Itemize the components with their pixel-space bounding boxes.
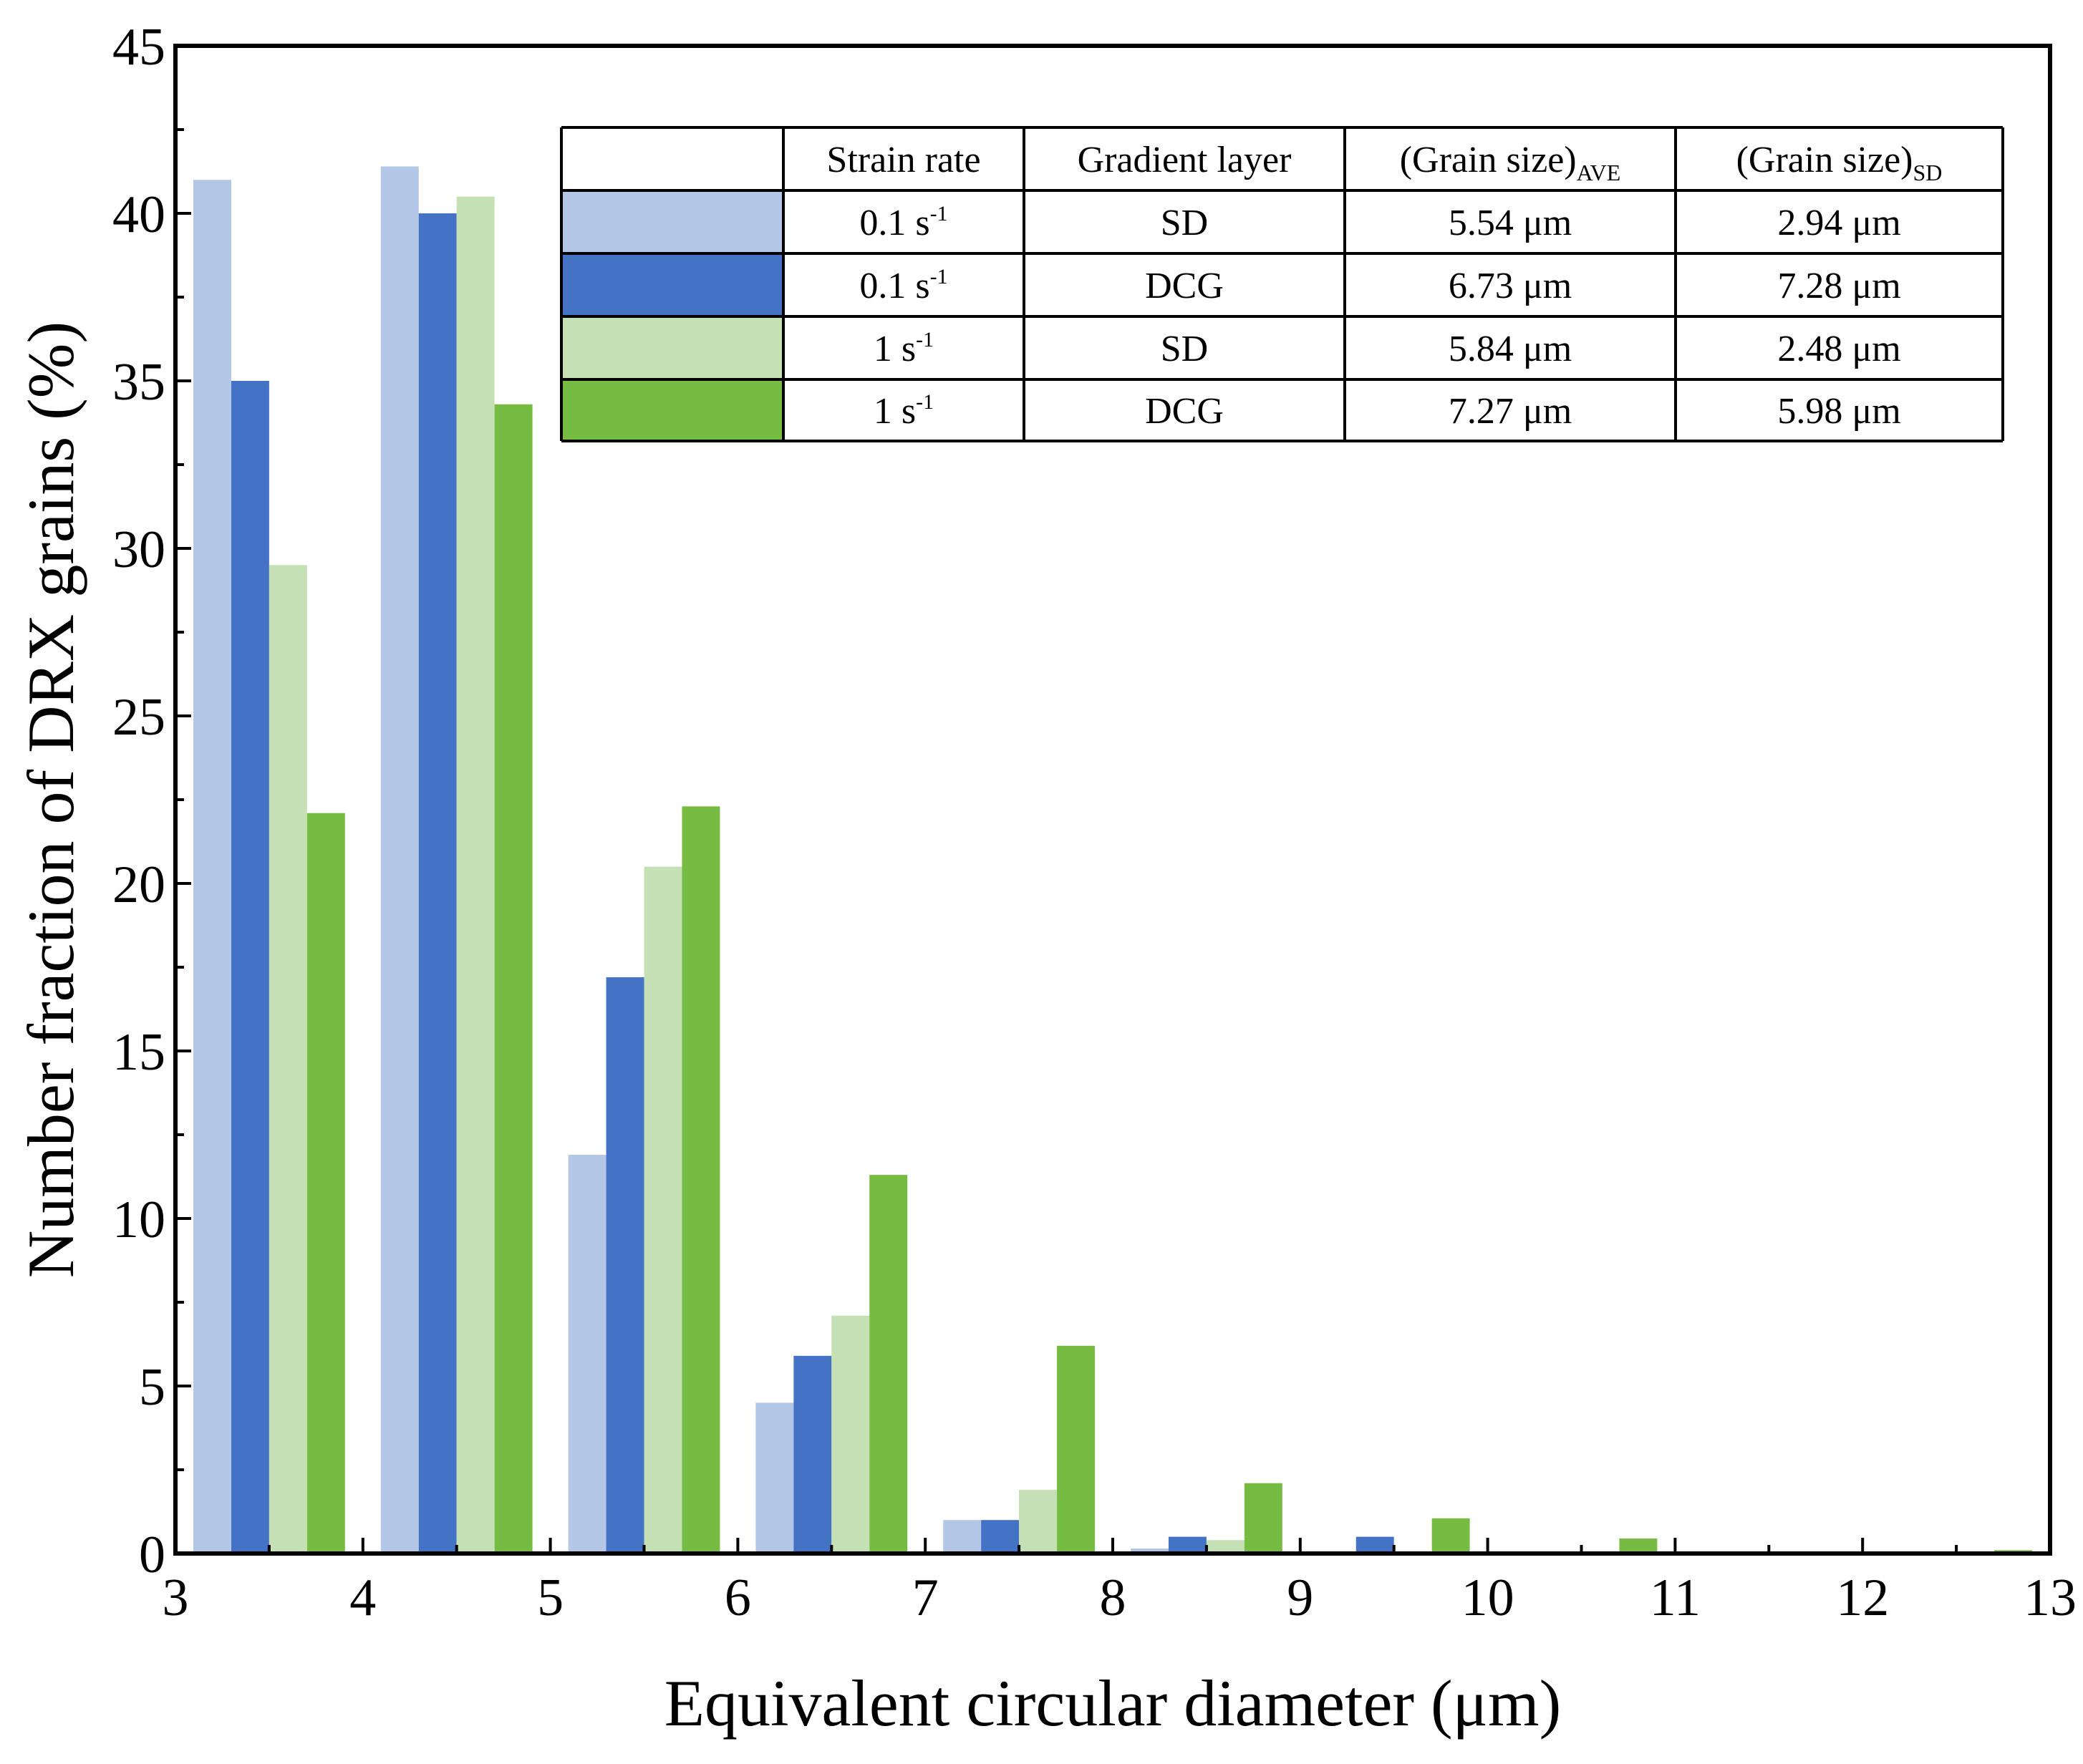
y-tick-label-10: 10 [112,1191,165,1249]
x-tick-label-4: 4 [349,1569,376,1627]
row1-grain-size-sd: 2.94 μm [1777,203,1900,243]
row1-gradient-layer: SD [1161,203,1208,243]
bar-s1-bin3 [568,1155,606,1554]
row3-gradient-layer: SD [1161,329,1208,369]
row2-grain-size-ave: 6.73 μm [1449,266,1572,306]
row1-strain-rate-sup: -1 [930,202,948,226]
y-tick-label-15: 15 [112,1023,165,1082]
bar-s4-bin5 [1057,1345,1095,1554]
bar-s2-bin7 [1355,1536,1394,1554]
x-tick-label-10: 10 [1461,1569,1514,1627]
y-tick-label-0: 0 [139,1526,165,1584]
bar-s2-bin3 [606,977,644,1554]
x-tick-label-5: 5 [537,1569,564,1627]
bar-s1-bin5 [943,1520,982,1554]
header-gradient-layer: Gradient layer [1078,140,1292,180]
row3-strain-rate-base: 1 s [874,329,916,369]
header-grain-size-sd-sub: SD [1913,160,1942,185]
y-tick-label-30: 30 [112,520,165,579]
bars-group [193,166,2032,1554]
header-strain-rate: Strain rate [826,140,980,180]
row2-gradient-layer: DCG [1145,266,1224,306]
bar-s4-bin3 [682,806,720,1554]
bar-s4-bin7 [1431,1518,1470,1554]
x-tick-label-9: 9 [1287,1569,1313,1627]
row2-strain-rate-base: 0.1 s [859,266,929,306]
bar-s3-bin5 [1019,1490,1058,1554]
legend-table-bg [561,127,2003,441]
x-tick-label-7: 7 [912,1569,939,1627]
bar-s1-bin6 [1131,1548,1169,1554]
bar-s3-bin3 [644,866,682,1554]
row1-strain-rate: 0.1 s-1 [859,202,947,243]
plot-frame [173,44,2052,1556]
y-tick-label-45: 45 [112,18,165,77]
bar-s1-bin1 [193,180,231,1554]
header-grain-size-ave-sub: AVE [1577,160,1621,185]
y-tick-label-25: 25 [112,688,165,747]
bar-s2-bin5 [981,1520,1020,1554]
x-tick-label-3: 3 [163,1569,189,1627]
bar-s4-bin2 [494,404,533,1554]
bar-s1-bin2 [380,166,419,1554]
bar-s2-bin1 [231,381,269,1554]
row4-strain-rate: 1 s-1 [874,390,934,432]
legend-table: Strain rate Gradient layer (Grain size)AVE… [560,126,2004,442]
x-tick-label-11: 11 [1650,1569,1701,1627]
row3-strain-rate-sup: -1 [916,328,934,352]
bar-s4-bin8 [1619,1538,1658,1554]
bar-s4-bin1 [306,813,345,1554]
header-grain-size-sd-base: (Grain size) [1736,140,1913,180]
y-tick-label-40: 40 [112,185,165,244]
bar-s2-bin4 [793,1355,832,1554]
bar-s4-bin4 [869,1175,908,1554]
y-axis-title: Number fraction of DRX grains (%) [14,321,87,1278]
row4-strain-rate-sup: -1 [916,390,934,414]
bar-s3-bin2 [456,196,495,1554]
header-grain-size-ave: (Grain size)AVE [1400,140,1621,185]
row2-strain-rate-sup: -1 [930,265,948,289]
row3-strain-rate: 1 s-1 [874,328,934,369]
y-tick-labels: 0 5 10 15 20 25 30 35 40 45 [112,18,165,1584]
x-tick-label-8: 8 [1100,1569,1126,1627]
legend-swatch-4 [561,379,783,441]
x-tick-label-6: 6 [725,1569,751,1627]
x-axis-title: Equivalent circular diameter (μm) [664,1667,1561,1740]
x-tick-labels: 3 4 5 6 7 8 9 10 11 12 13 [163,1569,2077,1627]
bar-s2-bin2 [418,213,457,1554]
row1-strain-rate-base: 0.1 s [859,203,929,243]
bar-s2-bin6 [1168,1536,1207,1554]
legend-swatch-2 [561,253,783,316]
legend-swatch-3 [561,316,783,379]
x-tick-label-12: 12 [1836,1569,1889,1627]
row4-gradient-layer: DCG [1145,391,1224,432]
row3-grain-size-sd: 2.48 μm [1777,329,1900,369]
y-tick-label-20: 20 [112,856,165,914]
bar-s3-bin1 [269,565,307,1554]
bar-s4-bin6 [1244,1483,1282,1554]
row2-grain-size-sd: 7.28 μm [1777,266,1900,306]
header-grain-size-ave-base: (Grain size) [1400,140,1577,180]
y-tick-label-35: 35 [112,353,165,412]
legend-swatch-1 [561,190,783,253]
header-grain-size-sd: (Grain size)SD [1736,140,1943,185]
row1-grain-size-ave: 5.54 μm [1449,203,1572,243]
x-tick-label-13: 13 [2024,1569,2077,1627]
bar-s3-bin6 [1206,1540,1245,1554]
row4-strain-rate-base: 1 s [874,391,916,432]
y-tick-label-5: 5 [139,1358,165,1417]
bar-s3-bin4 [831,1315,870,1554]
row4-grain-size-ave: 7.27 μm [1449,391,1572,432]
row2-strain-rate: 0.1 s-1 [859,265,947,306]
row3-grain-size-ave: 5.84 μm [1449,329,1572,369]
row4-grain-size-sd: 5.98 μm [1777,391,1900,432]
bar-s1-bin4 [755,1402,794,1554]
